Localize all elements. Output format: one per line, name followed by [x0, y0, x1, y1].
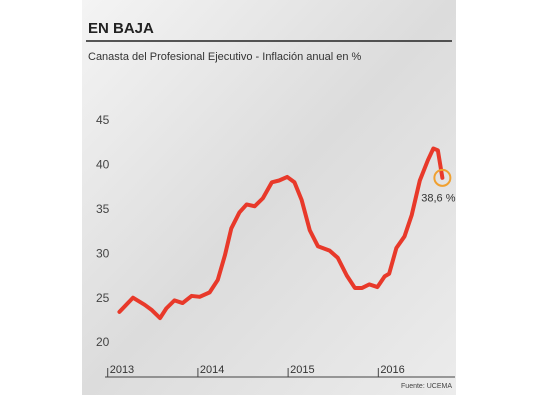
highlight-marker: [433, 168, 452, 187]
annotation: 38,6 %: [421, 193, 455, 205]
x-tick-label: 2014: [200, 364, 224, 376]
x-tick-label: 2013: [110, 364, 134, 376]
y-tick-label: 40: [96, 158, 110, 172]
chart-subtitle: Canasta del Profesional Ejecutivo - Infl…: [88, 51, 362, 63]
y-tick-label: 20: [96, 335, 110, 349]
y-tick-label: 45: [96, 113, 110, 127]
x-tick-label: 2016: [380, 364, 404, 376]
chart-title: EN BAJA: [88, 20, 154, 37]
line-series: [117, 146, 445, 321]
y-tick-label: 35: [96, 202, 110, 216]
y-tick-label: 30: [96, 246, 110, 260]
source: Fuente: UCEMA: [401, 383, 452, 390]
panel-background: [82, 0, 456, 395]
y-tick-label: 25: [96, 291, 110, 305]
x-tick-label: 2015: [290, 364, 314, 376]
